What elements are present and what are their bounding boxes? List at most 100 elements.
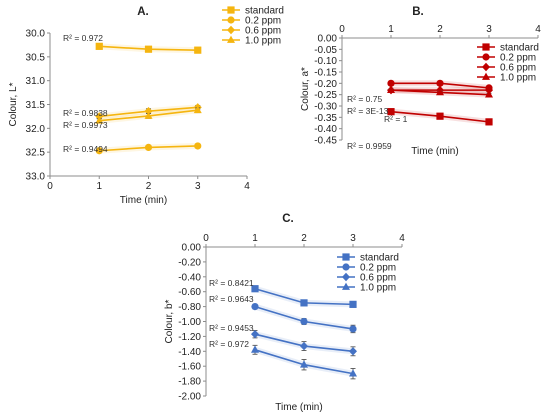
data-point (251, 303, 259, 311)
series-glow (254, 303, 354, 332)
y-tick-label: -0.20 (314, 79, 337, 90)
series-1-0-ppm: R² = 0.972 (209, 339, 357, 380)
data-point (251, 285, 259, 293)
y-tick-label: -0.35 (314, 113, 337, 124)
data-point (95, 42, 103, 50)
y-tick-label: 0.00 (182, 243, 202, 254)
r2-annotation: R² = 0.9959 (347, 141, 392, 151)
r2-annotation: R² = 0.9838 (63, 108, 108, 118)
data-point (349, 347, 357, 356)
legend-marker (482, 72, 490, 80)
data-point (251, 329, 259, 339)
y-tick-label: -0.10 (314, 56, 337, 67)
legend-item: 0.6 ppm (477, 63, 536, 74)
y-tick-label: -1.20 (178, 332, 201, 343)
data-point (95, 147, 103, 155)
data-point (251, 345, 259, 353)
x-tick-label: 4 (399, 233, 405, 244)
r2-annotation: R² = 0.9643 (209, 294, 254, 304)
y-tick-label: 32.5 (26, 148, 46, 159)
y-tick-label: -1.80 (178, 377, 201, 388)
r2-annotation: R² = 3E-13 (347, 106, 389, 116)
legend-item: 0.2 ppm (477, 53, 536, 64)
legend-item: standard (222, 6, 284, 17)
data-point (485, 85, 493, 95)
y-axis-title: Colour, b* (164, 299, 175, 343)
x-tick-label: 0 (339, 24, 345, 35)
data-point (144, 45, 153, 53)
legend-marker (342, 263, 350, 271)
data-point (144, 143, 153, 151)
data-point (193, 105, 202, 114)
y-tick-label: 32.0 (26, 124, 46, 135)
r2-annotation: R² = 0.972 (209, 339, 249, 349)
legend-label: 0.2 ppm (500, 53, 536, 64)
x-axis-title: Time (min) (411, 146, 458, 157)
y-tick-label: -0.80 (178, 302, 201, 313)
x-tick-label: 1 (388, 24, 394, 35)
data-point (485, 90, 493, 98)
series-standard: R² = 0.972 (63, 33, 202, 54)
y-tick-label: 31.5 (26, 100, 46, 111)
y-tick-label: -0.30 (314, 102, 337, 113)
legend-item: 0.6 ppm (337, 273, 396, 284)
legend-label: 0.6 ppm (360, 273, 396, 284)
series-1-0-ppm: R² = 0.9973 (63, 105, 202, 130)
r2-annotation: R² = 1 (384, 114, 408, 124)
x-tick-label: 3 (486, 24, 492, 35)
x-axis-title: Time (min) (120, 195, 167, 206)
legend-marker (342, 282, 350, 290)
y-tick-label: -0.60 (178, 287, 201, 298)
chart-title: B. (412, 6, 424, 18)
r2-annotation: R² = 0.9494 (63, 144, 108, 154)
data-point (387, 108, 395, 116)
series-0-2-ppm: R² = 0.9643 (209, 294, 357, 334)
data-point (349, 325, 357, 333)
legend-marker (482, 43, 490, 51)
y-tick-label: -0.05 (314, 45, 337, 56)
legend-item: 0.6 ppm (222, 26, 281, 37)
series-0-2-ppm: R² = 0.9494 (63, 142, 202, 155)
y-tick-label: -0.15 (314, 68, 337, 79)
r2-annotation: R² = 0.972 (63, 33, 103, 43)
data-point (485, 118, 493, 126)
legend-marker (482, 53, 490, 61)
y-tick-label: -1.40 (178, 347, 201, 358)
x-tick-label: 1 (96, 181, 102, 192)
y-tick-label: -0.40 (178, 272, 201, 283)
panel-a: A. 30.0 30.5 31.0 31.5 32.0 32.5 33.00 1 2 3 4 Time … (8, 6, 284, 207)
data-point (387, 79, 395, 87)
legend-marker (482, 62, 490, 72)
x-tick-label: 3 (350, 233, 356, 244)
legend-item: 1.0 ppm (337, 283, 396, 294)
legend-label: 0.2 ppm (245, 16, 281, 27)
legend-item: 1.0 ppm (222, 36, 281, 47)
legend-label: 0.2 ppm (360, 263, 396, 274)
data-point (300, 299, 308, 307)
legend-label: 1.0 ppm (245, 36, 281, 47)
series-0-6-ppm: R² = 0.9453 (209, 323, 357, 357)
series-standard: R² = 0.8421 (209, 278, 357, 308)
x-tick-label: 0 (47, 181, 53, 192)
data-point (436, 112, 444, 120)
x-tick-label: 0 (203, 233, 209, 244)
x-tick-label: 4 (535, 24, 541, 35)
data-point (95, 116, 104, 124)
y-axis-title: Colour, a* (300, 67, 311, 111)
chart-title: C. (282, 213, 294, 225)
x-axis-title: Time (min) (275, 402, 322, 413)
y-tick-label: -2.00 (178, 392, 201, 403)
legend-label: 1.0 ppm (500, 73, 536, 84)
legend-label: 0.6 ppm (500, 63, 536, 74)
legend-marker (342, 272, 350, 282)
legend-marker (227, 6, 235, 14)
data-point (349, 300, 357, 308)
chart-title: A. (137, 6, 149, 18)
legend-label: 1.0 ppm (360, 283, 396, 294)
y-tick-label: -0.45 (314, 136, 337, 147)
y-tick-label: 30.0 (26, 29, 46, 40)
